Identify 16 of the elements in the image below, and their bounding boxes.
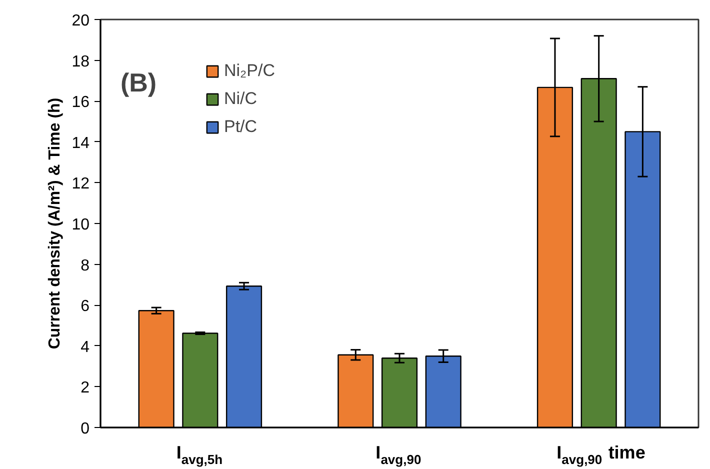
y-tick-label: 6 — [80, 298, 90, 316]
legend-label: Ni/C — [224, 89, 258, 109]
annotation: (B) — [120, 68, 157, 98]
legend-label: Ni₂P/C — [224, 61, 275, 81]
y-tick-label: 4 — [80, 338, 90, 356]
y-tick-label: 8 — [80, 257, 90, 274]
y-tick-label: 2 — [80, 380, 90, 397]
y-tick-label: 20 — [72, 12, 90, 30]
y-tick-label: 10 — [72, 216, 90, 234]
y-tick-label: 16 — [72, 94, 90, 112]
y-tick-label: 18 — [72, 53, 90, 70]
legend-label: Pt/C — [224, 117, 258, 137]
y-tick-label: 0 — [80, 420, 90, 438]
y-tick-label: 14 — [72, 134, 90, 152]
y-axis-title: Current density (A/m²) & Time (h) — [46, 98, 64, 350]
y-tick-label: 12 — [72, 176, 90, 193]
